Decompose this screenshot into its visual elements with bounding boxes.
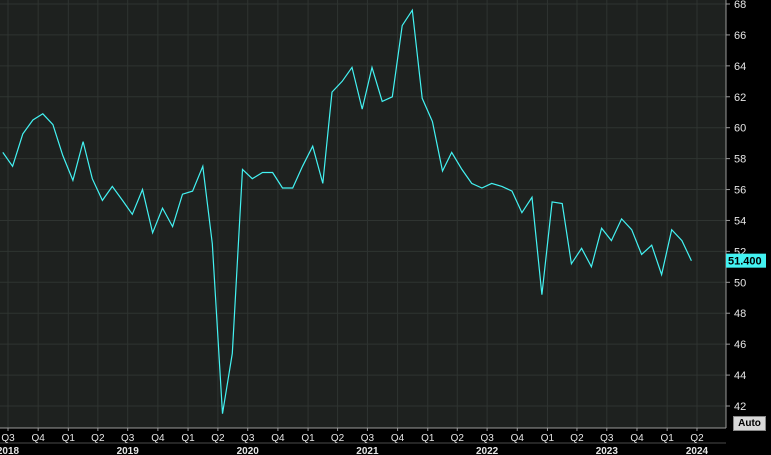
- y-tick-label: 42: [734, 401, 746, 413]
- x-tick-label: Q3: [1, 433, 15, 444]
- x-axis-tick-labels: Q3 Q4 Q1 Q2 Q3 Q4 Q1 Q2 Q3 Q4 Q1 Q2 Q3 Q4 Q1 Q2 Q3 Q4 Q1 Q2…: [0, 433, 709, 455]
- x-tick-label: Q1: [301, 433, 315, 444]
- y-tick-label: 66: [734, 30, 746, 42]
- y-tick-label: 56: [734, 185, 746, 197]
- y-tick-label: 58: [734, 154, 746, 166]
- x-year-label: 2020: [237, 446, 260, 455]
- y-tick-label: 64: [734, 61, 746, 73]
- x-tick-label: Q2: [91, 433, 105, 444]
- x-tick-label: Q4: [511, 433, 525, 444]
- x-tick-label: Q4: [151, 433, 165, 444]
- auto-scale-button[interactable]: Auto: [733, 416, 766, 431]
- last-value-label: 51.400: [728, 256, 762, 268]
- axes: [0, 0, 730, 444]
- last-value-marker: 51.400: [726, 253, 766, 268]
- x-tick-label: Q4: [271, 433, 285, 444]
- y-tick-label: 46: [734, 339, 746, 351]
- x-tick-label: Q3: [241, 433, 255, 444]
- y-tick-label: 68: [734, 0, 746, 11]
- x-year-label: 2023: [596, 446, 619, 455]
- y-tick-label: 44: [734, 370, 746, 382]
- x-tick-label: Q3: [600, 433, 614, 444]
- x-tick-label: Q2: [451, 433, 465, 444]
- x-tick-label: Q2: [690, 433, 704, 444]
- x-tick-label: Q1: [421, 433, 435, 444]
- last-value-box: [726, 253, 766, 268]
- x-tick-label: Q4: [31, 433, 45, 444]
- grid-lines: [0, 0, 726, 428]
- x-tick-label: Q1: [660, 433, 674, 444]
- y-tick-label: 48: [734, 308, 746, 320]
- y-tick-label: 54: [734, 215, 746, 227]
- x-tick-label: Q3: [480, 433, 494, 444]
- x-year-label: 2021: [356, 446, 379, 455]
- x-tick-label: Q1: [541, 433, 555, 444]
- y-tick-label: 50: [734, 277, 746, 289]
- y-tick-label: 62: [734, 92, 746, 104]
- x-year-label: 2019: [117, 446, 140, 455]
- x-tick-label: Q2: [331, 433, 345, 444]
- x-tick-label: Q1: [62, 433, 76, 444]
- y-tick-label: 60: [734, 123, 746, 135]
- x-tick-label: Q3: [361, 433, 375, 444]
- x-tick-label: Q2: [211, 433, 225, 444]
- x-year-label: 2022: [476, 446, 499, 455]
- series-line: [2, 8, 692, 414]
- x-year-label: 2024: [686, 446, 709, 455]
- x-tick-label: Q4: [630, 433, 644, 444]
- x-tick-label: Q3: [121, 433, 135, 444]
- x-tick-label: Q2: [570, 433, 584, 444]
- plot-area: [0, 0, 726, 428]
- x-tick-label: Q4: [391, 433, 405, 444]
- x-tick-label: Q1: [181, 433, 195, 444]
